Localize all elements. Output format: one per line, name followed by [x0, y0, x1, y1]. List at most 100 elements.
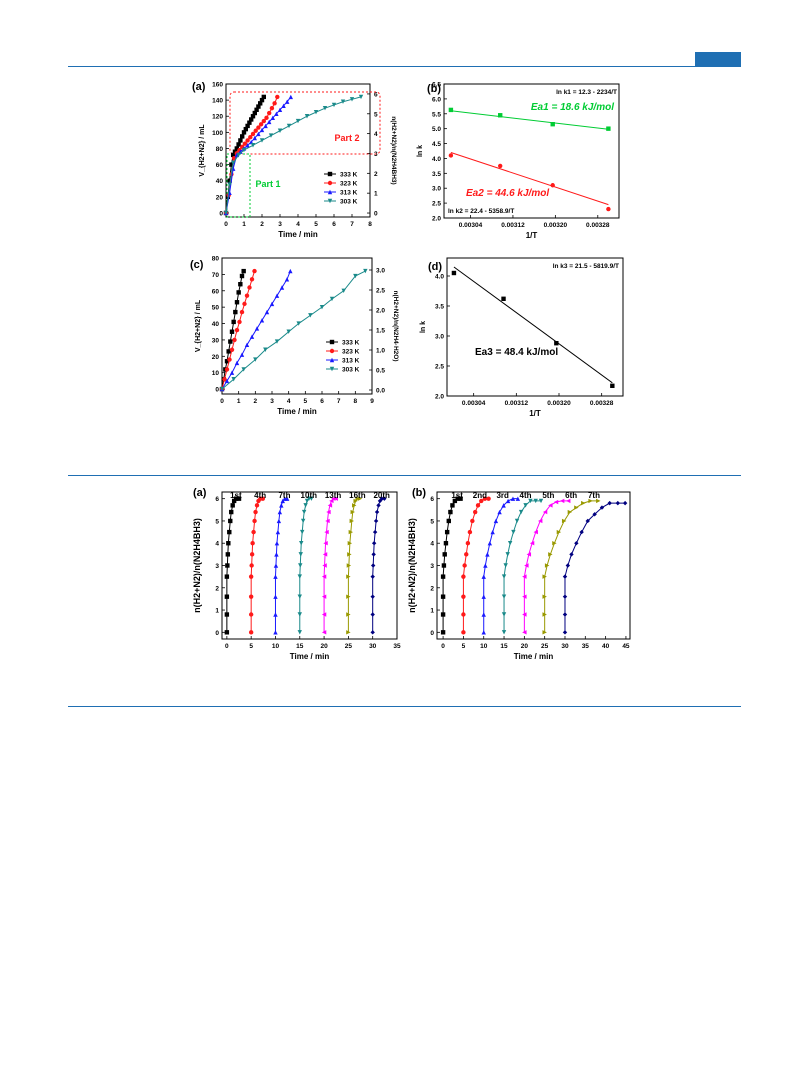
y-tick-label-e: 1: [215, 608, 219, 615]
legend-label-c: 313 K: [342, 358, 360, 365]
y-axis-label-a: V_{H2+N2} / mL: [199, 124, 206, 177]
y-tick-label-a: 80: [216, 146, 224, 153]
data-point-f: [514, 518, 520, 524]
legend-marker-a: [327, 189, 333, 195]
data-point-f: [505, 552, 510, 557]
y-tick-label-f: 5: [430, 518, 434, 525]
data-point-f: [559, 498, 565, 504]
data-point-f: [515, 496, 521, 501]
data-point-f: [596, 498, 601, 504]
data-point-a: [227, 178, 232, 183]
part1-label: Part 1: [255, 179, 280, 189]
plot-frame-c: [221, 257, 373, 395]
x-tick-label-c: 8: [354, 398, 358, 405]
y-tick-label-d: 3.5: [435, 304, 444, 311]
data-point-e: [233, 496, 239, 501]
x-axis-label-d: 1/T: [529, 409, 541, 418]
data-point-b: [498, 163, 503, 169]
y-tick-label-a: 40: [216, 178, 224, 185]
series-line-f: [544, 500, 599, 633]
data-point-a: [331, 102, 337, 108]
data-point-a: [250, 114, 256, 119]
y2-tick-label-a: 0: [374, 211, 378, 218]
data-point-e: [297, 594, 302, 599]
y-tick-label-b: 3.0: [432, 186, 441, 193]
y2-tick-label-c: 1.0: [376, 348, 385, 355]
data-point-e: [249, 563, 254, 568]
panel-label-d: (d): [428, 261, 442, 273]
data-point-a: [252, 135, 257, 141]
x-tick-label-c: 2: [254, 398, 258, 405]
data-point-a: [259, 97, 265, 103]
data-point-b: [448, 153, 454, 158]
data-point-f: [481, 612, 486, 617]
data-point-f: [470, 518, 475, 524]
x-tick-label-d: 0.00320: [547, 400, 571, 407]
x-tick-label-b: 0.00312: [501, 222, 525, 229]
y-tick-label-c: 50: [212, 305, 220, 312]
data-point-c: [239, 273, 245, 279]
legend-marker-a: [327, 171, 333, 177]
y2-tick-label-c: 1.5: [376, 328, 385, 335]
data-point-e: [300, 518, 306, 524]
panel-label-e: (a): [193, 487, 207, 499]
data-point-c: [274, 339, 280, 344]
data-point-e: [347, 541, 353, 546]
data-point-a: [267, 119, 272, 125]
plot-frame-b: [443, 83, 620, 219]
data-point-f: [511, 529, 516, 535]
y-tick-label-c: 0: [215, 387, 219, 394]
data-point-f: [562, 594, 568, 599]
data-point-f: [493, 518, 499, 524]
data-point-a: [268, 133, 274, 138]
cycle-label-f: 6th: [565, 491, 577, 500]
data-point-e: [297, 612, 302, 617]
data-point-a: [240, 134, 245, 139]
y-tick-label-a: 60: [216, 162, 224, 169]
x-tick-label-f: 25: [541, 643, 549, 650]
data-point-a: [258, 101, 263, 106]
x-tick-label-e: 25: [345, 643, 353, 650]
x-tick-label-a: 5: [314, 221, 318, 228]
y-tick-label-f: 0: [430, 630, 434, 637]
data-point-a: [252, 110, 257, 116]
data-point-f: [562, 612, 568, 617]
data-point-e: [333, 496, 338, 501]
data-point-a: [231, 152, 236, 158]
y-tick-label-a: 160: [212, 82, 223, 89]
x-tick-label-f: 5: [462, 643, 466, 650]
data-point-e: [382, 496, 387, 501]
data-point-c: [224, 359, 230, 364]
cycle-label-e: 4th: [254, 491, 266, 500]
data-point-f: [522, 612, 527, 617]
data-point-e: [252, 518, 257, 524]
y-tick-label-b: 5.0: [432, 126, 441, 133]
data-point-f: [566, 498, 571, 504]
data-point-f: [548, 552, 553, 557]
data-point-e: [379, 496, 385, 501]
legend-marker-a: [327, 198, 333, 204]
data-point-e: [249, 552, 255, 557]
legend-label-a: 333 K: [340, 172, 358, 179]
data-point-e: [248, 574, 254, 579]
y-axis-label-e: n(H2+N2)/n(N2H4BH3): [192, 518, 202, 613]
data-point-d: [610, 383, 615, 388]
data-point-a: [223, 210, 229, 216]
data-point-a: [277, 128, 283, 133]
data-point-f: [497, 509, 502, 515]
data-point-f: [450, 503, 455, 508]
y-tick-label-e: 5: [215, 518, 219, 525]
data-point-f: [542, 594, 547, 599]
data-point-a: [234, 146, 239, 151]
data-point-c: [239, 352, 245, 357]
data-point-a: [270, 115, 275, 121]
data-point-e: [327, 503, 333, 508]
y2-tick-label-a: 4: [374, 131, 378, 138]
data-point-e: [248, 612, 254, 617]
y-tick-label-c: 10: [212, 370, 220, 377]
y-tick-label-a: 0: [219, 210, 223, 217]
data-point-e: [346, 612, 351, 617]
series-line-a: [225, 96, 362, 214]
data-point-f: [574, 505, 579, 510]
data-point-f: [528, 498, 533, 504]
